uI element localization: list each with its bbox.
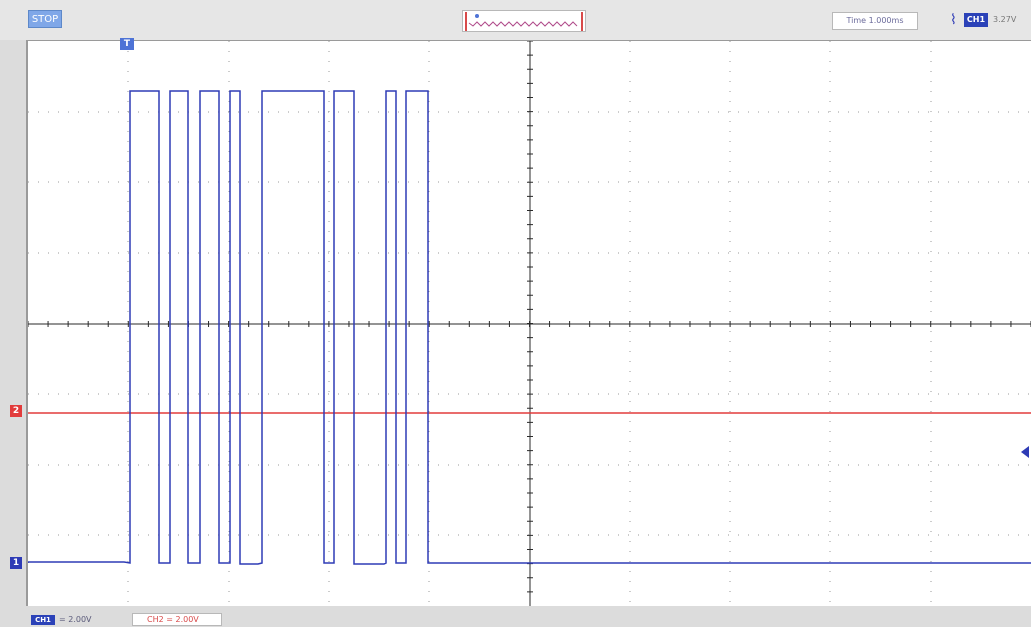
ch2-ground-marker[interactable]: 2 (10, 405, 22, 417)
trigger-level-marker[interactable] (1021, 446, 1029, 458)
toolbar: STOP Time 1.000ms ⌇ CH1 3.27V (0, 0, 1031, 40)
ch1-ground-marker[interactable]: 1 (10, 557, 22, 569)
ch1-trace (28, 90, 1031, 565)
trigger-channel-badge[interactable]: CH1 (964, 13, 988, 27)
scope-grid (28, 41, 1031, 606)
run-stop-button[interactable]: STOP (28, 10, 62, 28)
scope-display[interactable] (26, 40, 1031, 606)
overview-wave-icon (465, 12, 583, 31)
trigger-position-marker[interactable]: T (120, 38, 134, 50)
ch2-scale-readout[interactable]: CH2 = 2.00V (132, 613, 222, 626)
ch1-badge[interactable]: CH1 (31, 615, 55, 625)
channel-status-bar (0, 606, 1031, 627)
trigger-level-readout: 3.27V (993, 15, 1017, 24)
waveform-overview[interactable] (462, 10, 586, 32)
ch1-scale-readout: = 2.00V (59, 615, 92, 624)
rising-edge-trigger-icon[interactable]: ⌇ (950, 12, 957, 28)
timebase-readout[interactable]: Time 1.000ms (832, 12, 918, 30)
